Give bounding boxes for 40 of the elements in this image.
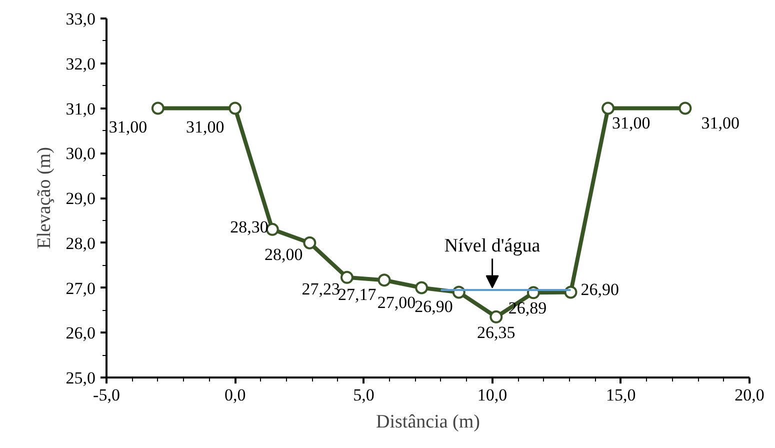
data-label: 31,00 — [108, 117, 148, 136]
point — [678, 102, 692, 115]
data-label: 31,00 — [701, 113, 740, 132]
y-tick-label: 27,0 — [66, 278, 96, 298]
data-label: 27,00 — [377, 292, 416, 312]
annotation: Nível d'água — [444, 235, 541, 256]
data-label: 26,90 — [580, 280, 619, 300]
y-tick-label: 31,0 — [66, 99, 96, 118]
x-tick-label: 0,0 — [224, 386, 246, 404]
point — [340, 270, 354, 284]
x-tick-label: 20,0 — [734, 386, 764, 404]
y-tick-label: 32,0 — [66, 54, 96, 74]
point — [490, 310, 503, 324]
data-label: 26,90 — [414, 297, 453, 316]
x-axis-title: Distância (m) — [376, 412, 480, 432]
data-label: 27,23 — [302, 279, 340, 298]
data-label: 27,17 — [338, 285, 377, 304]
point — [228, 102, 242, 115]
data-label: 31,00 — [186, 117, 224, 136]
x-tick-label: 10,0 — [477, 386, 508, 404]
data-label: 31,00 — [612, 113, 650, 132]
y-tick-label: 29,0 — [66, 189, 96, 208]
data-label: 28,00 — [264, 244, 303, 264]
x-tick-label: 5,0 — [353, 386, 374, 404]
point — [151, 102, 164, 115]
y-axis-title: Elevação (m) — [34, 147, 55, 249]
point — [303, 236, 316, 250]
point — [602, 102, 615, 115]
y-tick-label: 26,0 — [66, 324, 96, 343]
data-label: 28,30 — [230, 217, 268, 236]
data-label: 26,89 — [508, 298, 547, 318]
y-tick-label: 25,0 — [66, 368, 96, 388]
y-tick-label: 33,0 — [66, 10, 96, 28]
y-tick-label: 30,0 — [66, 144, 96, 164]
data-label: 26,35 — [477, 322, 516, 342]
point — [378, 274, 391, 287]
point — [415, 281, 428, 294]
y-tick-label: 28,0 — [66, 234, 96, 253]
x-tick-label: -5,0 — [93, 386, 120, 404]
x-tick-label: 15,0 — [606, 386, 636, 404]
